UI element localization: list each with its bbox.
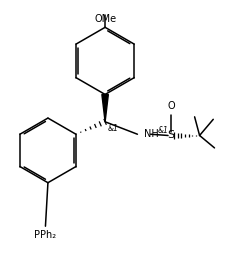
Text: PPh₂: PPh₂ [34, 230, 56, 240]
Text: OMe: OMe [94, 14, 116, 24]
Text: &1: &1 [157, 126, 168, 135]
Text: NH: NH [144, 129, 158, 139]
Text: O: O [167, 100, 175, 111]
Text: S: S [168, 130, 174, 140]
Text: &1: &1 [108, 124, 118, 133]
Polygon shape [102, 94, 108, 122]
